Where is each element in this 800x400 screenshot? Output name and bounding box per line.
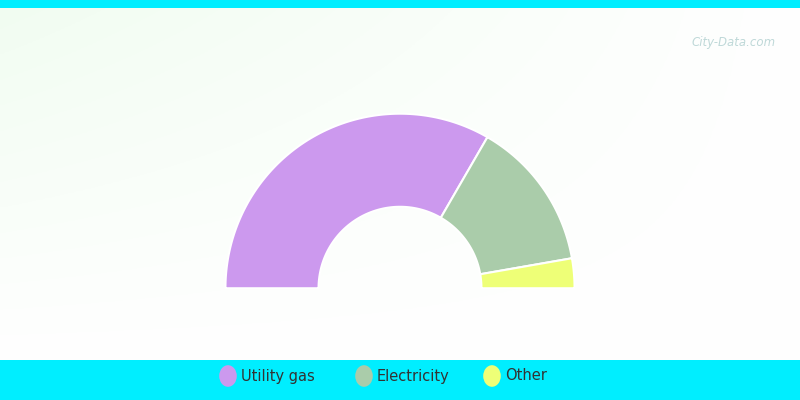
Polygon shape — [480, 258, 574, 288]
Text: Electricity: Electricity — [377, 368, 450, 384]
Ellipse shape — [483, 365, 501, 387]
Text: Other: Other — [505, 368, 546, 384]
Polygon shape — [441, 137, 572, 274]
Ellipse shape — [355, 365, 373, 387]
Text: Most commonly used house heating fuel in apartments in Jacksonville, PA: Most commonly used house heating fuel in… — [10, 14, 790, 32]
Ellipse shape — [219, 365, 237, 387]
Polygon shape — [226, 114, 487, 288]
Text: City-Data.com: City-Data.com — [692, 36, 776, 49]
Text: Utility gas: Utility gas — [241, 368, 314, 384]
